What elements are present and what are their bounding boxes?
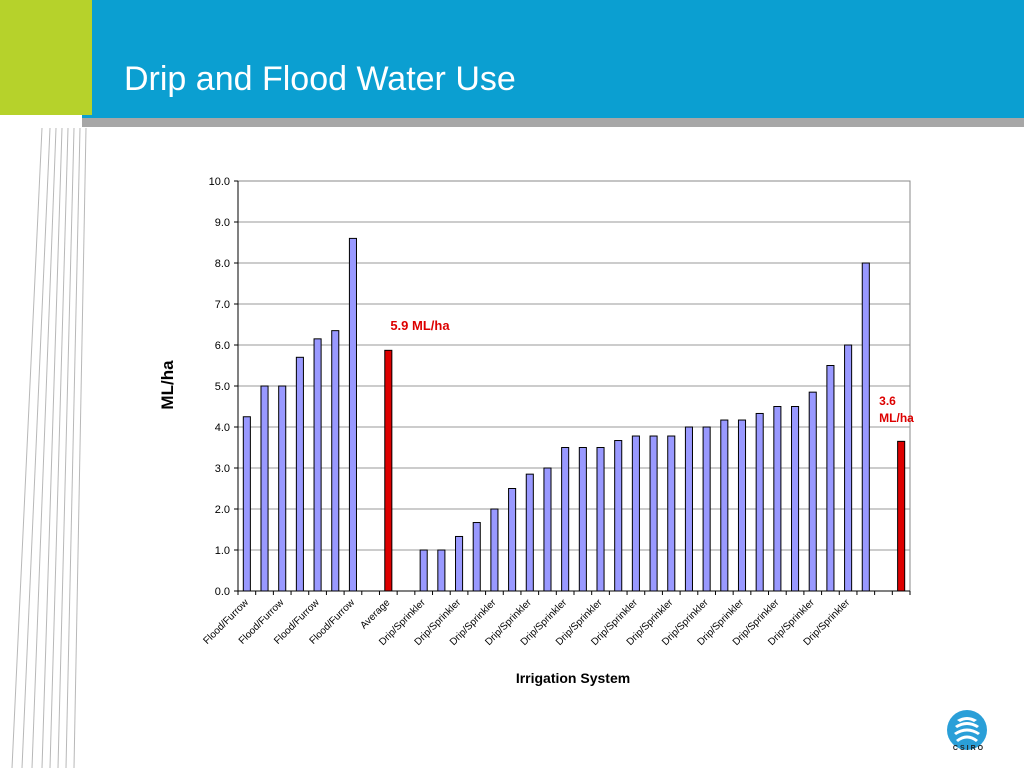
bar: [826, 365, 835, 592]
bar: [861, 262, 870, 592]
header-shadow: [82, 118, 1024, 127]
highlight-bar: [384, 349, 393, 592]
bar: [649, 435, 658, 592]
bar: [260, 385, 269, 592]
highlight-bar: [897, 440, 906, 592]
bar: [755, 412, 764, 592]
y-tick-label: 2.0: [215, 504, 230, 516]
green-accent-block: [0, 0, 92, 115]
decorative-side-lines: [11, 127, 87, 768]
bar: [525, 473, 534, 592]
bar: [702, 426, 711, 592]
slide-header: Drip and Flood Water Use: [0, 0, 1024, 127]
bar: [631, 435, 640, 592]
bar: [242, 416, 251, 592]
y-tick-label: 3.0: [215, 463, 230, 475]
y-tick-label: 7.0: [215, 299, 230, 311]
bar: [684, 426, 693, 592]
bar: [578, 447, 587, 592]
annotation-label: ML/ha: [879, 411, 914, 425]
x-tick-label: Average: [358, 597, 392, 631]
bar: [737, 419, 747, 592]
y-tick-label: 6.0: [215, 340, 230, 352]
y-tick-label: 1.0: [215, 545, 230, 557]
y-tick-label: 5.0: [215, 381, 230, 393]
bar: [348, 237, 357, 592]
header-band: [82, 0, 1024, 118]
bar: [614, 440, 623, 592]
bar: [844, 344, 853, 592]
y-axis-title: ML/ha: [158, 360, 177, 410]
bar: [791, 406, 800, 592]
bar: [596, 447, 605, 592]
y-tick-label: 8.0: [215, 258, 230, 270]
y-tick-label: 9.0: [215, 217, 230, 229]
bar: [472, 522, 481, 592]
x-axis-title: Irrigation System: [516, 670, 630, 686]
bar: [773, 406, 782, 592]
bar: [543, 467, 552, 592]
y-tick-label: 4.0: [215, 422, 230, 434]
csiro-logo: [947, 710, 987, 750]
bar: [437, 549, 446, 592]
bar: [808, 391, 817, 592]
slide-title: Drip and Flood Water Use: [124, 60, 516, 98]
bar: [720, 419, 729, 592]
bar: [313, 338, 322, 592]
csiro-logo-text: CSIRO: [952, 745, 986, 752]
bar: [508, 488, 517, 592]
bar: [295, 356, 304, 592]
bar: [667, 435, 676, 592]
bar: [455, 535, 464, 592]
bar: [561, 447, 570, 592]
annotation-label: 5.9 ML/ha: [390, 318, 450, 333]
bar: [331, 330, 340, 592]
bar: [419, 549, 428, 592]
y-tick-label: 0.0: [215, 586, 230, 598]
bar: [490, 508, 499, 592]
y-tick-label: 10.0: [209, 176, 230, 188]
annotation-label: 3.6: [879, 394, 896, 408]
bar: [278, 385, 287, 592]
